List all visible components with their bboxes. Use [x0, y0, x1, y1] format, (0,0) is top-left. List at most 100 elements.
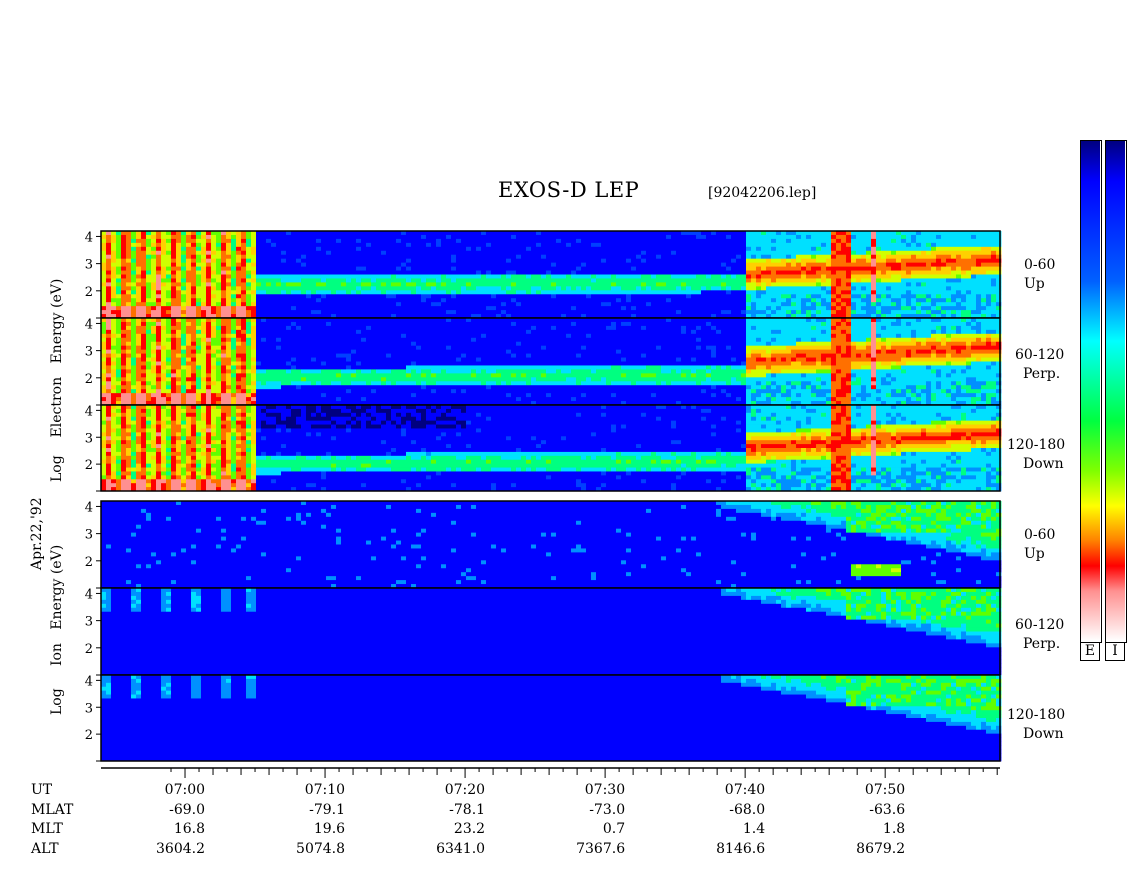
spectrogram-cell — [486, 250, 492, 256]
spectrogram-cell — [311, 242, 317, 248]
spectrogram-cell — [826, 310, 832, 315]
spectrogram-cell — [226, 274, 232, 279]
spectrogram-cell — [186, 385, 192, 390]
spectrogram-cell — [141, 373, 147, 378]
spectrogram-cell — [261, 298, 267, 303]
spectrogram-cell — [946, 310, 952, 315]
spectrogram-cell — [916, 310, 922, 315]
spectrogram-cell — [246, 270, 252, 275]
spectrogram-cell — [916, 306, 922, 311]
spectrogram-cell — [306, 345, 312, 351]
spectrogram-cell — [906, 282, 912, 287]
spectrogram-cell — [816, 314, 822, 319]
spectrogram-cell — [371, 286, 377, 291]
spectrogram-cell — [731, 282, 737, 287]
spectrogram-cell — [936, 266, 942, 271]
spectrogram-cell — [481, 310, 487, 315]
spectrogram-cell — [291, 278, 297, 283]
spectrogram-cell — [586, 258, 592, 264]
spectrogram-cell — [961, 286, 967, 291]
spectrogram-cell — [726, 310, 732, 315]
spectrogram-cell — [826, 238, 832, 244]
spectrogram-cell — [911, 246, 917, 252]
spectrogram-cell — [976, 266, 982, 271]
spectrogram-cell — [321, 337, 327, 343]
spectrogram-cell — [171, 365, 177, 370]
spectrogram-cell — [381, 282, 387, 287]
spectrogram-cell — [651, 250, 657, 256]
spectrogram-cell — [541, 306, 547, 311]
spectrogram-cell — [376, 310, 382, 315]
spectrogram-cell — [241, 310, 247, 315]
spectrogram-cell — [106, 310, 112, 315]
spectrogram-cell — [396, 266, 402, 271]
spectrogram-cell — [721, 238, 727, 244]
spectrogram-cell — [866, 238, 872, 244]
spectrogram-cell — [191, 321, 197, 327]
spectrogram-cell — [576, 231, 582, 236]
spectrogram-cell — [536, 306, 542, 311]
spectrogram-cell — [191, 258, 197, 264]
spectrogram-cell — [226, 302, 232, 307]
spectrogram-cell — [431, 290, 437, 295]
spectrogram-cell — [321, 270, 327, 275]
spectrogram-cell — [896, 238, 902, 244]
spectrogram-cell — [266, 258, 272, 264]
spectrogram-cell — [511, 238, 517, 244]
spectrogram-cell — [441, 234, 447, 240]
spectrogram-cell — [216, 329, 222, 335]
spectrogram-cell — [851, 250, 857, 256]
spectrogram-cell — [521, 302, 527, 307]
spectrogram-cell — [536, 234, 542, 240]
spectrogram-cell — [216, 345, 222, 351]
spectrogram-cell — [286, 345, 292, 351]
spectrogram-cell — [571, 238, 577, 244]
spectrogram-cell — [691, 298, 697, 303]
spectrogram-cell — [256, 262, 262, 267]
spectrogram-cell — [151, 337, 157, 343]
spectrogram-cell — [821, 298, 827, 303]
spectrogram-cell — [251, 286, 257, 291]
spectrogram-cell — [186, 231, 192, 236]
spectrogram-cell — [356, 310, 362, 315]
spectrogram-cell — [146, 337, 152, 343]
spectrogram-cell — [286, 373, 292, 378]
spectrogram-cell — [391, 302, 397, 307]
spectrogram-cell — [581, 238, 587, 244]
spectrogram-cell — [821, 258, 827, 264]
spectrogram-cell — [596, 306, 602, 311]
spectrogram-cell — [106, 333, 112, 339]
spectrogram-cell — [106, 286, 112, 291]
spectrogram-cell — [661, 274, 667, 279]
spectrogram-cell — [306, 286, 312, 291]
spectrogram-cell — [221, 262, 227, 267]
spectrogram-cell — [651, 314, 657, 319]
spectrogram-cell — [821, 290, 827, 295]
spectrogram-cell — [266, 286, 272, 291]
spectrogram-cell — [311, 353, 317, 358]
spectrogram-cell — [496, 266, 502, 271]
spectrogram-cell — [591, 314, 597, 319]
spectrogram-cell — [296, 353, 302, 358]
spectrogram-cell — [336, 262, 342, 267]
spectrogram-cell — [351, 306, 357, 311]
spectrogram-cell — [596, 231, 602, 236]
spectrogram-cell — [946, 258, 952, 264]
spectrogram-cell — [601, 298, 607, 303]
spectrogram-cell — [176, 373, 182, 378]
spectrogram-cell — [261, 234, 267, 240]
spectrogram-cell — [601, 306, 607, 311]
spectrogram-cell — [761, 250, 767, 256]
spectrogram-cell — [581, 278, 587, 283]
spectrogram-cell — [751, 254, 757, 260]
spectrogram-cell — [176, 282, 182, 287]
spectrogram-cell — [331, 294, 337, 299]
spectrogram-cell — [886, 274, 892, 279]
spectrogram-cell — [441, 282, 447, 287]
spectrogram-cell — [396, 242, 402, 248]
spectrogram-cell — [121, 250, 127, 256]
spectrogram-cell — [731, 242, 737, 248]
spectrogram-cell — [116, 381, 122, 386]
spectrogram-cell — [306, 314, 312, 319]
spectrogram-cell — [111, 231, 117, 236]
